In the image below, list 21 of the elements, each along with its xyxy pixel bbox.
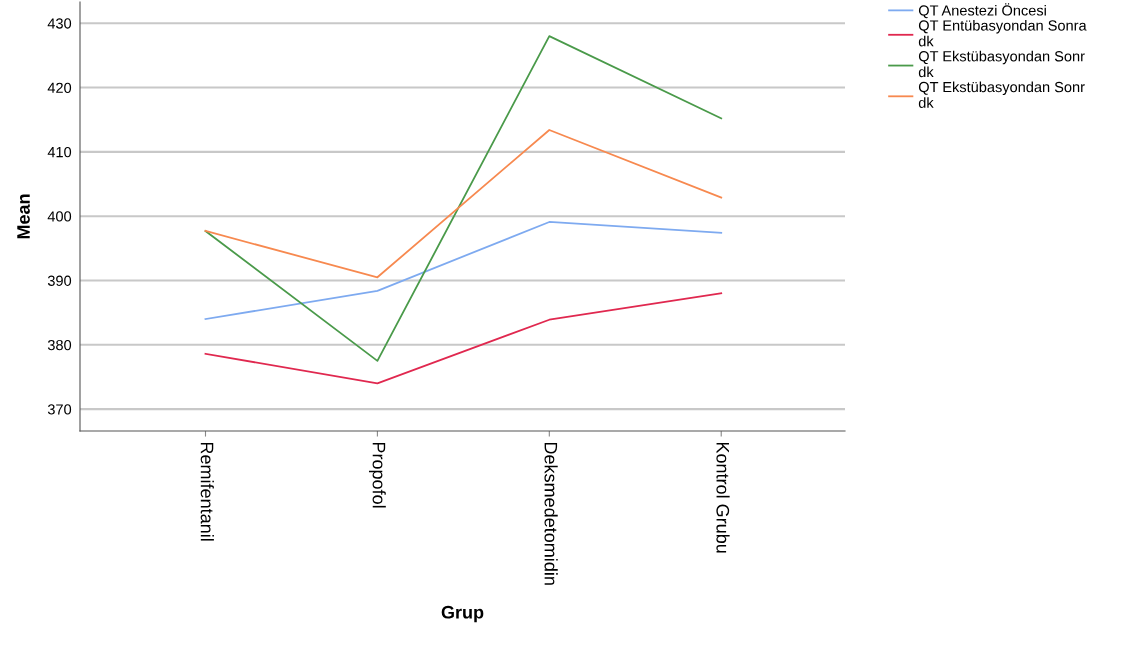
legend-label: QT Ekstübasyondan Sonr dk bbox=[918, 50, 1085, 78]
line-series bbox=[204, 35, 723, 362]
x-tick-label: Kontrol Grubu bbox=[716, 442, 730, 553]
x-tick-label: Deksmedetomidin bbox=[544, 442, 558, 585]
y-tick-label: 390 bbox=[47, 275, 72, 286]
line-series bbox=[204, 221, 723, 320]
y-tick-label: 410 bbox=[47, 146, 72, 158]
y-tick-label: 370 bbox=[47, 404, 72, 415]
y-tick-label: 400 bbox=[47, 211, 72, 222]
line-series bbox=[204, 129, 723, 279]
legend-label: QT Entübasyondan Sonra dk bbox=[918, 19, 1087, 47]
x-axis-title: Grup bbox=[441, 605, 484, 623]
y-axis-title: Mean bbox=[17, 194, 30, 239]
y-tick-label: 420 bbox=[47, 82, 72, 93]
line-series bbox=[204, 292, 723, 385]
legend-label: QT Anestezi Öncesi bbox=[918, 3, 1046, 19]
y-tick-label: 430 bbox=[47, 18, 72, 29]
x-tick-label: Remifentanil bbox=[200, 442, 214, 541]
legend-label: QT Ekstübasyondan Sonr dk bbox=[918, 81, 1085, 108]
y-tick-label: 380 bbox=[47, 339, 72, 351]
x-tick-label: Propofol bbox=[368, 442, 386, 508]
